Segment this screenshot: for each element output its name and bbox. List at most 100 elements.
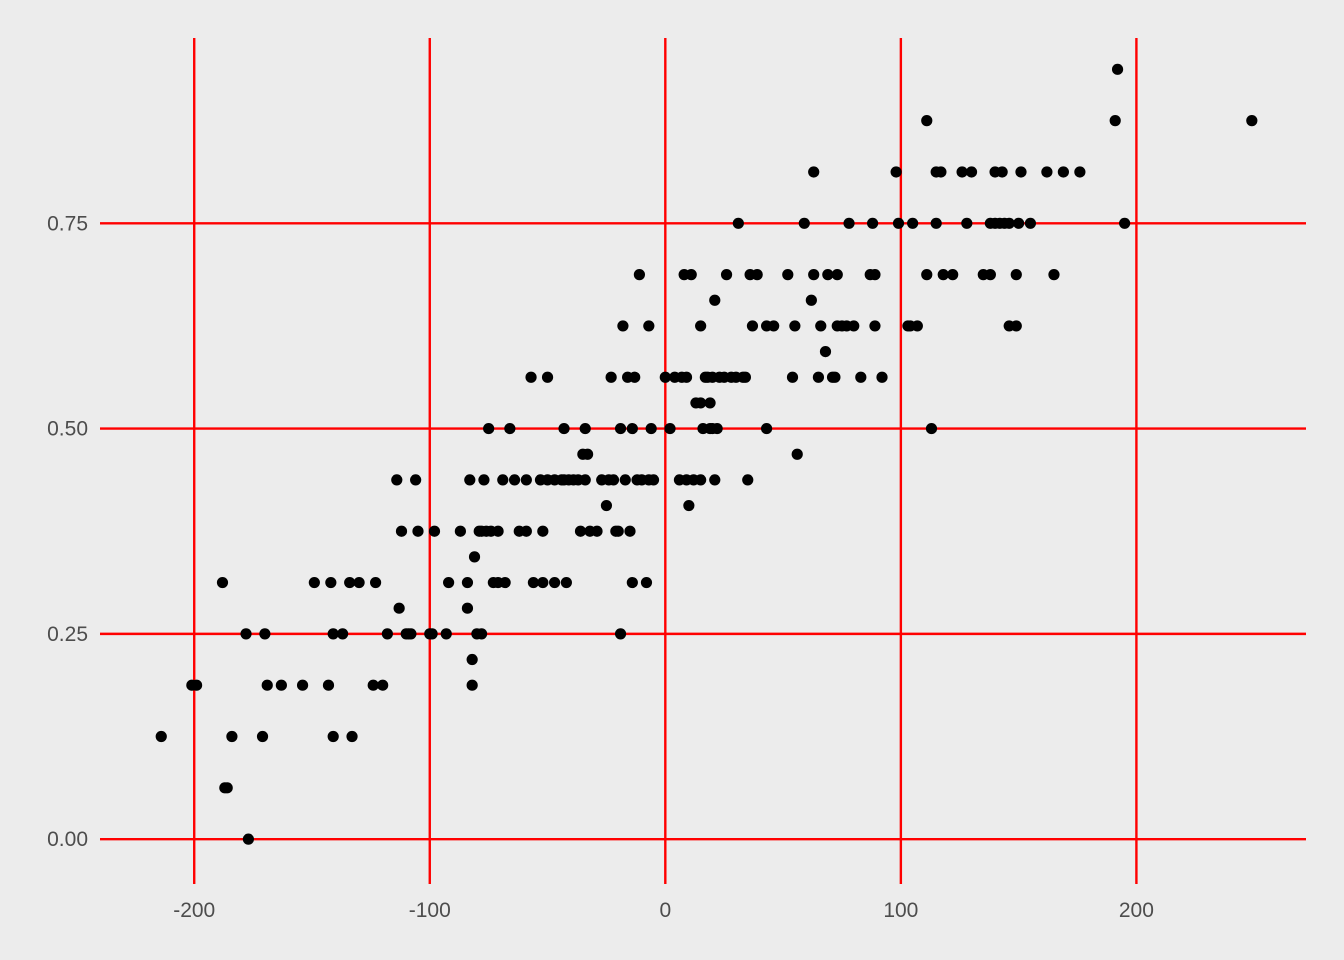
- y-tick-label: 0.25: [47, 623, 88, 646]
- data-point: [579, 422, 591, 435]
- data-point: [1057, 166, 1069, 178]
- data-point: [327, 730, 339, 743]
- data-point: [558, 422, 570, 435]
- data-point: [275, 679, 287, 691]
- data-point: [325, 576, 337, 589]
- data-point: [410, 474, 422, 486]
- data-point: [261, 679, 273, 691]
- data-point: [454, 525, 466, 537]
- data-point: [739, 371, 751, 383]
- data-point: [1010, 320, 1022, 332]
- x-tick-label: 0: [659, 899, 671, 922]
- data-point: [428, 525, 441, 537]
- data-point: [504, 422, 516, 435]
- data-point: [216, 576, 229, 589]
- data-point: [869, 320, 881, 332]
- data-point: [381, 628, 393, 640]
- data-point: [468, 551, 481, 563]
- data-point: [907, 217, 919, 229]
- data-point: [221, 782, 233, 794]
- data-point: [296, 679, 309, 691]
- x-tick-label: 100: [883, 899, 918, 922]
- data-point: [664, 422, 676, 435]
- data-point: [1048, 269, 1060, 281]
- data-point: [426, 628, 438, 640]
- data-point: [440, 628, 452, 640]
- data-point: [308, 576, 320, 589]
- data-point: [768, 320, 780, 332]
- x-tick-label: -200: [173, 899, 215, 922]
- data-point: [869, 269, 881, 281]
- data-point: [848, 320, 860, 332]
- data-point: [843, 217, 855, 229]
- data-point: [1109, 115, 1121, 127]
- data-point: [464, 474, 476, 486]
- data-point: [643, 320, 655, 332]
- data-point: [695, 320, 707, 332]
- data-point: [1041, 166, 1053, 178]
- data-point: [483, 422, 495, 435]
- data-point: [704, 397, 716, 409]
- data-point: [520, 474, 532, 486]
- data-point: [466, 679, 478, 691]
- data-point: [805, 294, 817, 306]
- data-point: [1024, 217, 1037, 229]
- data-point: [327, 628, 339, 640]
- data-point: [961, 217, 973, 229]
- y-axis-tick-labels: 0.00 0.25 0.50 0.75: [47, 212, 88, 851]
- data-point: [791, 448, 803, 460]
- data-point: [466, 653, 478, 666]
- data-point: [549, 576, 561, 589]
- y-tick-label: 0.50: [47, 418, 88, 441]
- y-tick-label: 0.00: [47, 828, 88, 851]
- x-axis-tick-labels: -200 -100 0 100 200: [173, 899, 1154, 922]
- data-point: [831, 269, 843, 281]
- data-point: [461, 602, 474, 614]
- data-point: [935, 166, 947, 178]
- data-point: [369, 576, 382, 589]
- data-point: [626, 422, 638, 435]
- data-point: [579, 474, 591, 486]
- data-point: [259, 628, 271, 640]
- data-point: [782, 269, 794, 281]
- data-point: [984, 269, 996, 281]
- data-point: [612, 525, 624, 537]
- data-point: [614, 628, 627, 640]
- data-point: [443, 576, 455, 589]
- data-point: [367, 679, 379, 691]
- data-point: [956, 166, 968, 178]
- data-point: [337, 628, 349, 640]
- data-point: [695, 474, 707, 486]
- data-point: [695, 397, 707, 409]
- data-point: [591, 525, 603, 537]
- data-point: [911, 320, 923, 332]
- data-point: [659, 371, 671, 383]
- data-point: [541, 371, 554, 383]
- data-point: [1010, 269, 1022, 281]
- data-point: [240, 628, 252, 640]
- data-point: [732, 217, 744, 229]
- data-point: [525, 371, 537, 383]
- y-tick-label: 0.75: [47, 212, 88, 235]
- data-point: [965, 166, 978, 178]
- data-point: [412, 525, 424, 537]
- data-point: [391, 474, 403, 486]
- data-point: [344, 576, 356, 589]
- data-point: [996, 166, 1008, 178]
- data-point: [1246, 115, 1258, 127]
- data-point: [508, 474, 521, 486]
- data-point: [626, 576, 638, 589]
- data-point: [1015, 166, 1027, 178]
- data-point: [685, 269, 697, 281]
- data-point: [1003, 217, 1015, 229]
- data-point: [607, 474, 620, 486]
- data-point: [789, 320, 801, 332]
- data-point: [560, 576, 572, 589]
- data-point: [890, 166, 902, 178]
- data-point: [925, 422, 938, 435]
- data-point: [709, 294, 721, 306]
- data-point: [574, 525, 587, 537]
- data-point: [377, 679, 389, 691]
- data-point: [617, 320, 629, 332]
- data-point: [1111, 63, 1124, 75]
